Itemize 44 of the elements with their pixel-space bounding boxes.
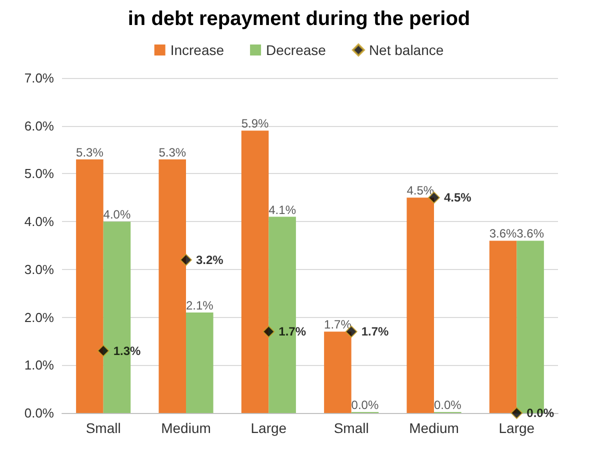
- data-label: 5.3%: [76, 145, 104, 160]
- data-label: 4.0%: [103, 208, 131, 222]
- data-label: 0.0%: [351, 398, 379, 412]
- x-tick-label: Large: [498, 420, 535, 436]
- y-tick-label: 7.0%: [24, 70, 54, 86]
- point: [262, 326, 275, 338]
- y-tick-label: 1.0%: [24, 358, 54, 373]
- point: [180, 254, 192, 266]
- bar: [76, 159, 104, 413]
- data-label: 4.5%: [444, 190, 472, 205]
- data-label: 3.6%: [516, 226, 544, 241]
- y-tick-label: 3.0%: [24, 262, 54, 277]
- bar: [489, 240, 517, 413]
- bar: [324, 332, 352, 413]
- y-tick-label: 4.0%: [24, 214, 54, 230]
- data-label: 5.9%: [241, 116, 270, 131]
- data-label: 1.7%: [324, 318, 352, 332]
- legend-label: Net balance: [368, 42, 444, 58]
- y-tick-label: 0.0%: [24, 406, 54, 420]
- data-label: 4.1%: [268, 202, 296, 217]
- bar: [406, 198, 434, 413]
- data-label: 2.1%: [186, 298, 214, 312]
- point: [510, 407, 523, 419]
- data-label: 3.6%: [489, 226, 518, 241]
- x-tick-label: Large: [250, 420, 287, 436]
- x-tick-label: Medium: [161, 420, 211, 436]
- legend-label: Increase: [170, 42, 224, 58]
- chart-title: in debt repayment during the period: [128, 8, 470, 30]
- data-label: 1.7%: [361, 324, 390, 339]
- y-tick-label: 6.0%: [24, 118, 54, 134]
- legend-label: Decrease: [266, 42, 326, 58]
- bar: [241, 130, 269, 413]
- y-tick-label: 2.0%: [24, 310, 54, 325]
- data-label: 4.5%: [406, 184, 434, 198]
- bar: [186, 312, 214, 413]
- point: [97, 344, 110, 357]
- y-tick-label: 5.0%: [24, 166, 54, 182]
- x-tick-label: Small: [334, 420, 369, 436]
- x-tick-label: Medium: [409, 420, 459, 436]
- x-tick-label: Small: [86, 420, 121, 436]
- bar: [158, 159, 186, 413]
- data-label: 5.3%: [158, 145, 186, 160]
- data-label: 0.0%: [434, 398, 462, 412]
- data-label: 3.2%: [196, 252, 224, 267]
